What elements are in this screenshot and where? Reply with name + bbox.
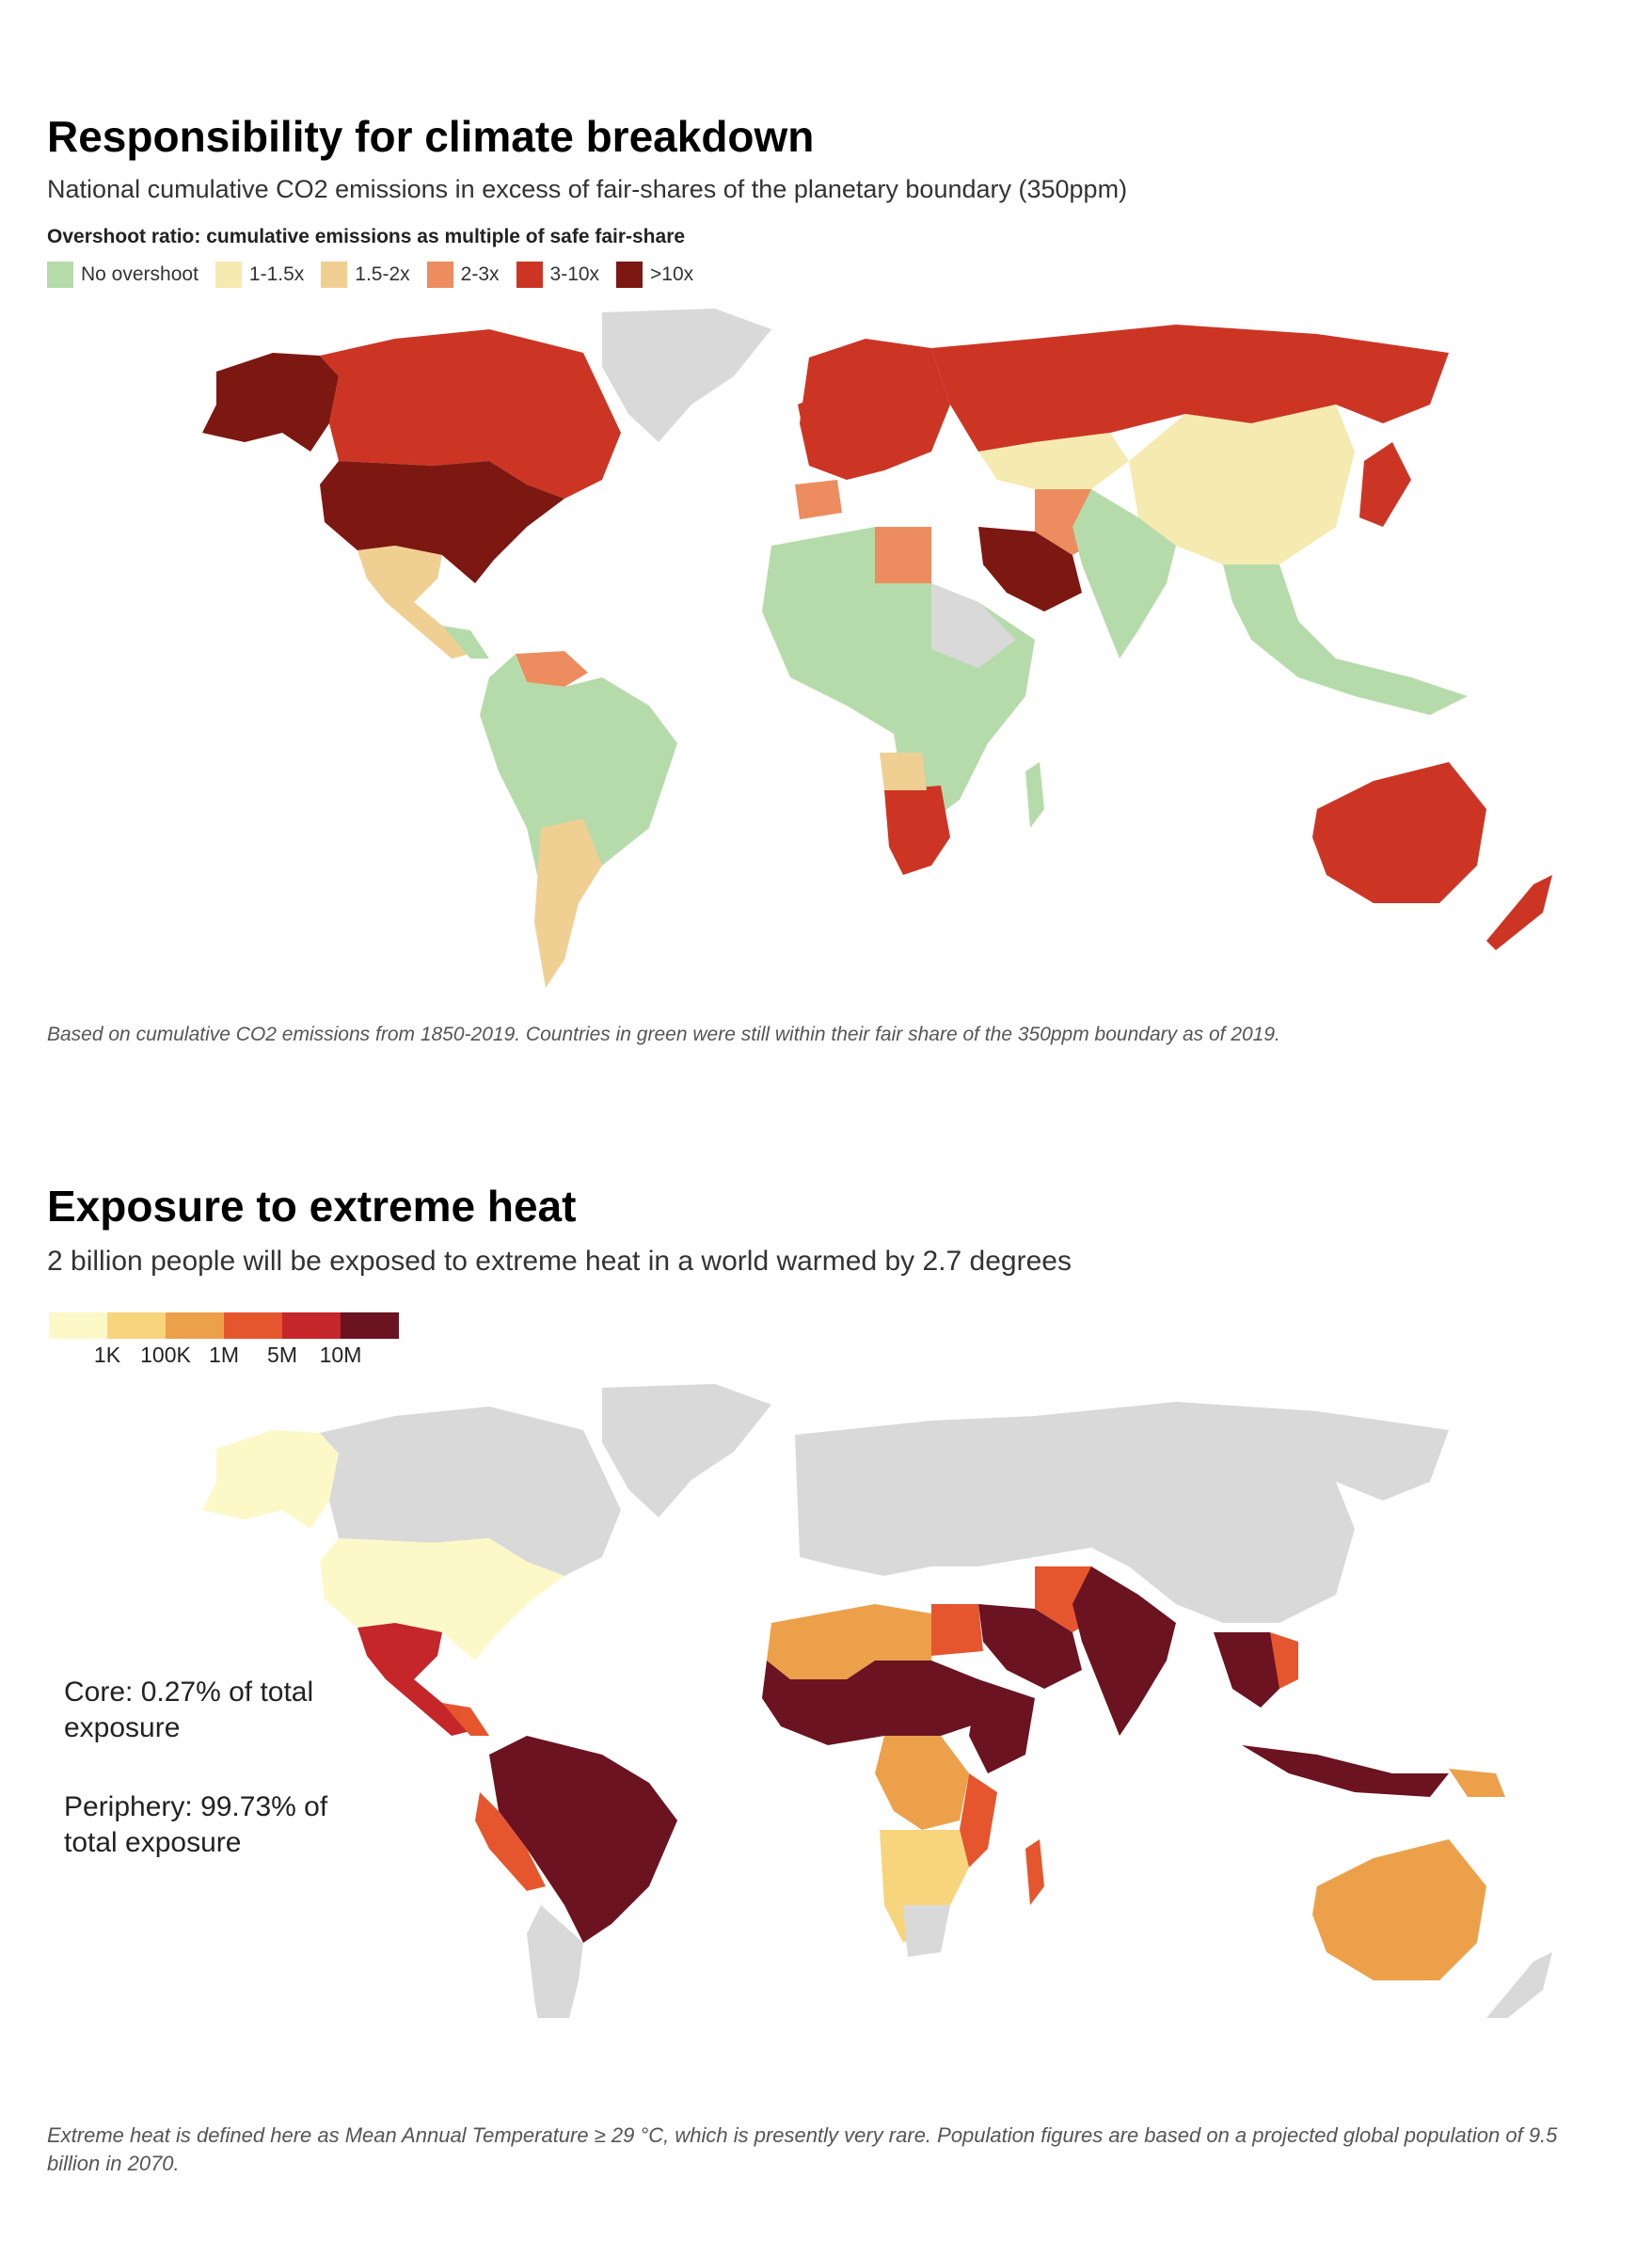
central-asia-region xyxy=(978,433,1129,489)
new-zealand-region xyxy=(1486,875,1552,950)
heat-legend-label: 5M xyxy=(267,1343,297,1367)
overshoot-world-map xyxy=(202,309,1552,988)
canada-region xyxy=(320,1407,621,1576)
legend-label: 1.5-2x xyxy=(355,263,410,285)
heat-legend-label: 100K xyxy=(140,1343,191,1367)
south-africa-region xyxy=(903,1905,950,1957)
periphery-annotation: Periphery: 99.73% of total exposure xyxy=(64,1791,328,1858)
namibia-region xyxy=(880,753,927,790)
heat-world-map xyxy=(202,1384,1552,2018)
east-africa-region xyxy=(960,1773,997,1868)
heat-legend-label: 1M xyxy=(209,1343,239,1367)
alaska-region xyxy=(202,353,339,452)
venezuela-region xyxy=(516,651,588,687)
legend-title: Overshoot ratio: cumulative emissions as… xyxy=(47,226,686,247)
southern-africa-region xyxy=(880,1830,969,1943)
legend-label: 3-10x xyxy=(549,263,600,285)
saudi-region xyxy=(978,527,1082,612)
japan-region xyxy=(1359,442,1411,527)
china-region xyxy=(1129,405,1355,564)
legend-swatch xyxy=(47,262,73,288)
horn-of-africa-region xyxy=(969,1679,1035,1773)
heat-legend: 1K 100K 1M 5M 10M xyxy=(49,1312,399,1371)
core-annotation: Core: 0.27% of total exposure xyxy=(64,1677,314,1743)
egypt-region xyxy=(931,1604,983,1656)
heat-legend-swatch xyxy=(166,1312,224,1339)
legend-item: 2-3x xyxy=(426,262,500,288)
south-america-region xyxy=(480,654,677,913)
legend-swatch xyxy=(321,262,348,288)
heat-legend-swatch xyxy=(49,1312,107,1339)
legend-item: 1-1.5x xyxy=(214,262,305,288)
peru-region xyxy=(475,1792,546,1891)
panel-note: Extreme heat is defined here as Mean Ann… xyxy=(47,2123,1558,2175)
legend-item: >10x xyxy=(616,262,693,288)
mexico-region xyxy=(357,1623,470,1736)
heat-legend-labels: 1K 100K 1M 5M 10M xyxy=(49,1343,399,1371)
argentina-region xyxy=(534,819,602,988)
indonesia-region xyxy=(1242,1745,1449,1797)
responsibility-panel: Responsibility for climate breakdown Nat… xyxy=(0,0,1652,1110)
indochina-region xyxy=(1270,1632,1298,1689)
greenland-region xyxy=(602,1384,771,1518)
legend-swatch xyxy=(616,262,643,288)
central-america-region xyxy=(442,626,489,659)
uk-region xyxy=(798,395,823,437)
arabia-region xyxy=(978,1604,1082,1689)
panel-subtitle: National cumulative CO2 emissions in exc… xyxy=(47,175,1128,203)
australia-region xyxy=(1312,762,1486,903)
eurasia-north-region xyxy=(795,1402,1449,1623)
greenland-region xyxy=(602,309,771,442)
heat-legend-swatch xyxy=(341,1312,399,1339)
heat-legend-swatch xyxy=(224,1312,282,1339)
central-america-region xyxy=(442,1703,489,1736)
legend-item: 3-10x xyxy=(516,262,600,288)
europe-region xyxy=(800,339,950,480)
panel-title: Responsibility for climate breakdown xyxy=(47,112,815,161)
se-asia-region xyxy=(1223,564,1468,715)
legend-swatch xyxy=(426,262,453,288)
sahel-region xyxy=(762,1661,997,1745)
legend-swatch xyxy=(214,262,242,288)
madagascar-region xyxy=(1025,1839,1044,1905)
brazil-region xyxy=(489,1736,677,1943)
panel-title: Exposure to extreme heat xyxy=(47,1182,577,1231)
india-region xyxy=(1072,1566,1176,1736)
legend-label: >10x xyxy=(650,263,694,285)
papua-region xyxy=(1449,1769,1505,1797)
legend-label: 2-3x xyxy=(460,263,500,285)
heat-legend-label: 1K xyxy=(93,1343,121,1367)
australia-region xyxy=(1312,1839,1486,1980)
southern-africa-region xyxy=(884,786,950,875)
heat-panel: Exposure to extreme heat 2 billion peopl… xyxy=(0,1110,1652,2241)
legend-item: 1.5-2x xyxy=(321,262,410,288)
southern-cone-region xyxy=(527,1905,583,2018)
alaska-region xyxy=(202,1430,339,1529)
panel-subtitle: 2 billion people will be exposed to extr… xyxy=(47,1246,1072,1277)
usa-region xyxy=(320,1538,564,1661)
iberia-region xyxy=(795,480,842,519)
india-region xyxy=(1072,489,1176,659)
se-asia-region xyxy=(1214,1632,1289,1708)
heat-legend-swatch xyxy=(107,1312,166,1339)
canada-region xyxy=(320,329,621,499)
central-africa-region xyxy=(875,1736,969,1830)
new-zealand-region xyxy=(1486,1952,1552,2018)
legend-item: No overshoot xyxy=(47,262,199,288)
libya-region xyxy=(875,527,931,583)
heat-legend-label: 10M xyxy=(319,1343,362,1367)
legend-label: 1-1.5x xyxy=(248,263,305,285)
legend-swatch xyxy=(516,262,543,288)
heat-legend-bar xyxy=(49,1312,399,1339)
russia-region xyxy=(931,325,1449,452)
legend-label: No overshoot xyxy=(81,263,199,285)
heat-legend-swatch xyxy=(282,1312,341,1339)
madagascar-region xyxy=(1025,762,1044,828)
panel-note: Based on cumulative CO2 emissions from 1… xyxy=(47,1024,1280,1045)
usa-region xyxy=(320,461,564,583)
east-africa-region xyxy=(931,583,1016,668)
mexico-region xyxy=(357,546,470,659)
overshoot-legend: No overshoot 1-1.5x 1.5-2x 2-3x 3-10x >10x xyxy=(47,262,710,288)
